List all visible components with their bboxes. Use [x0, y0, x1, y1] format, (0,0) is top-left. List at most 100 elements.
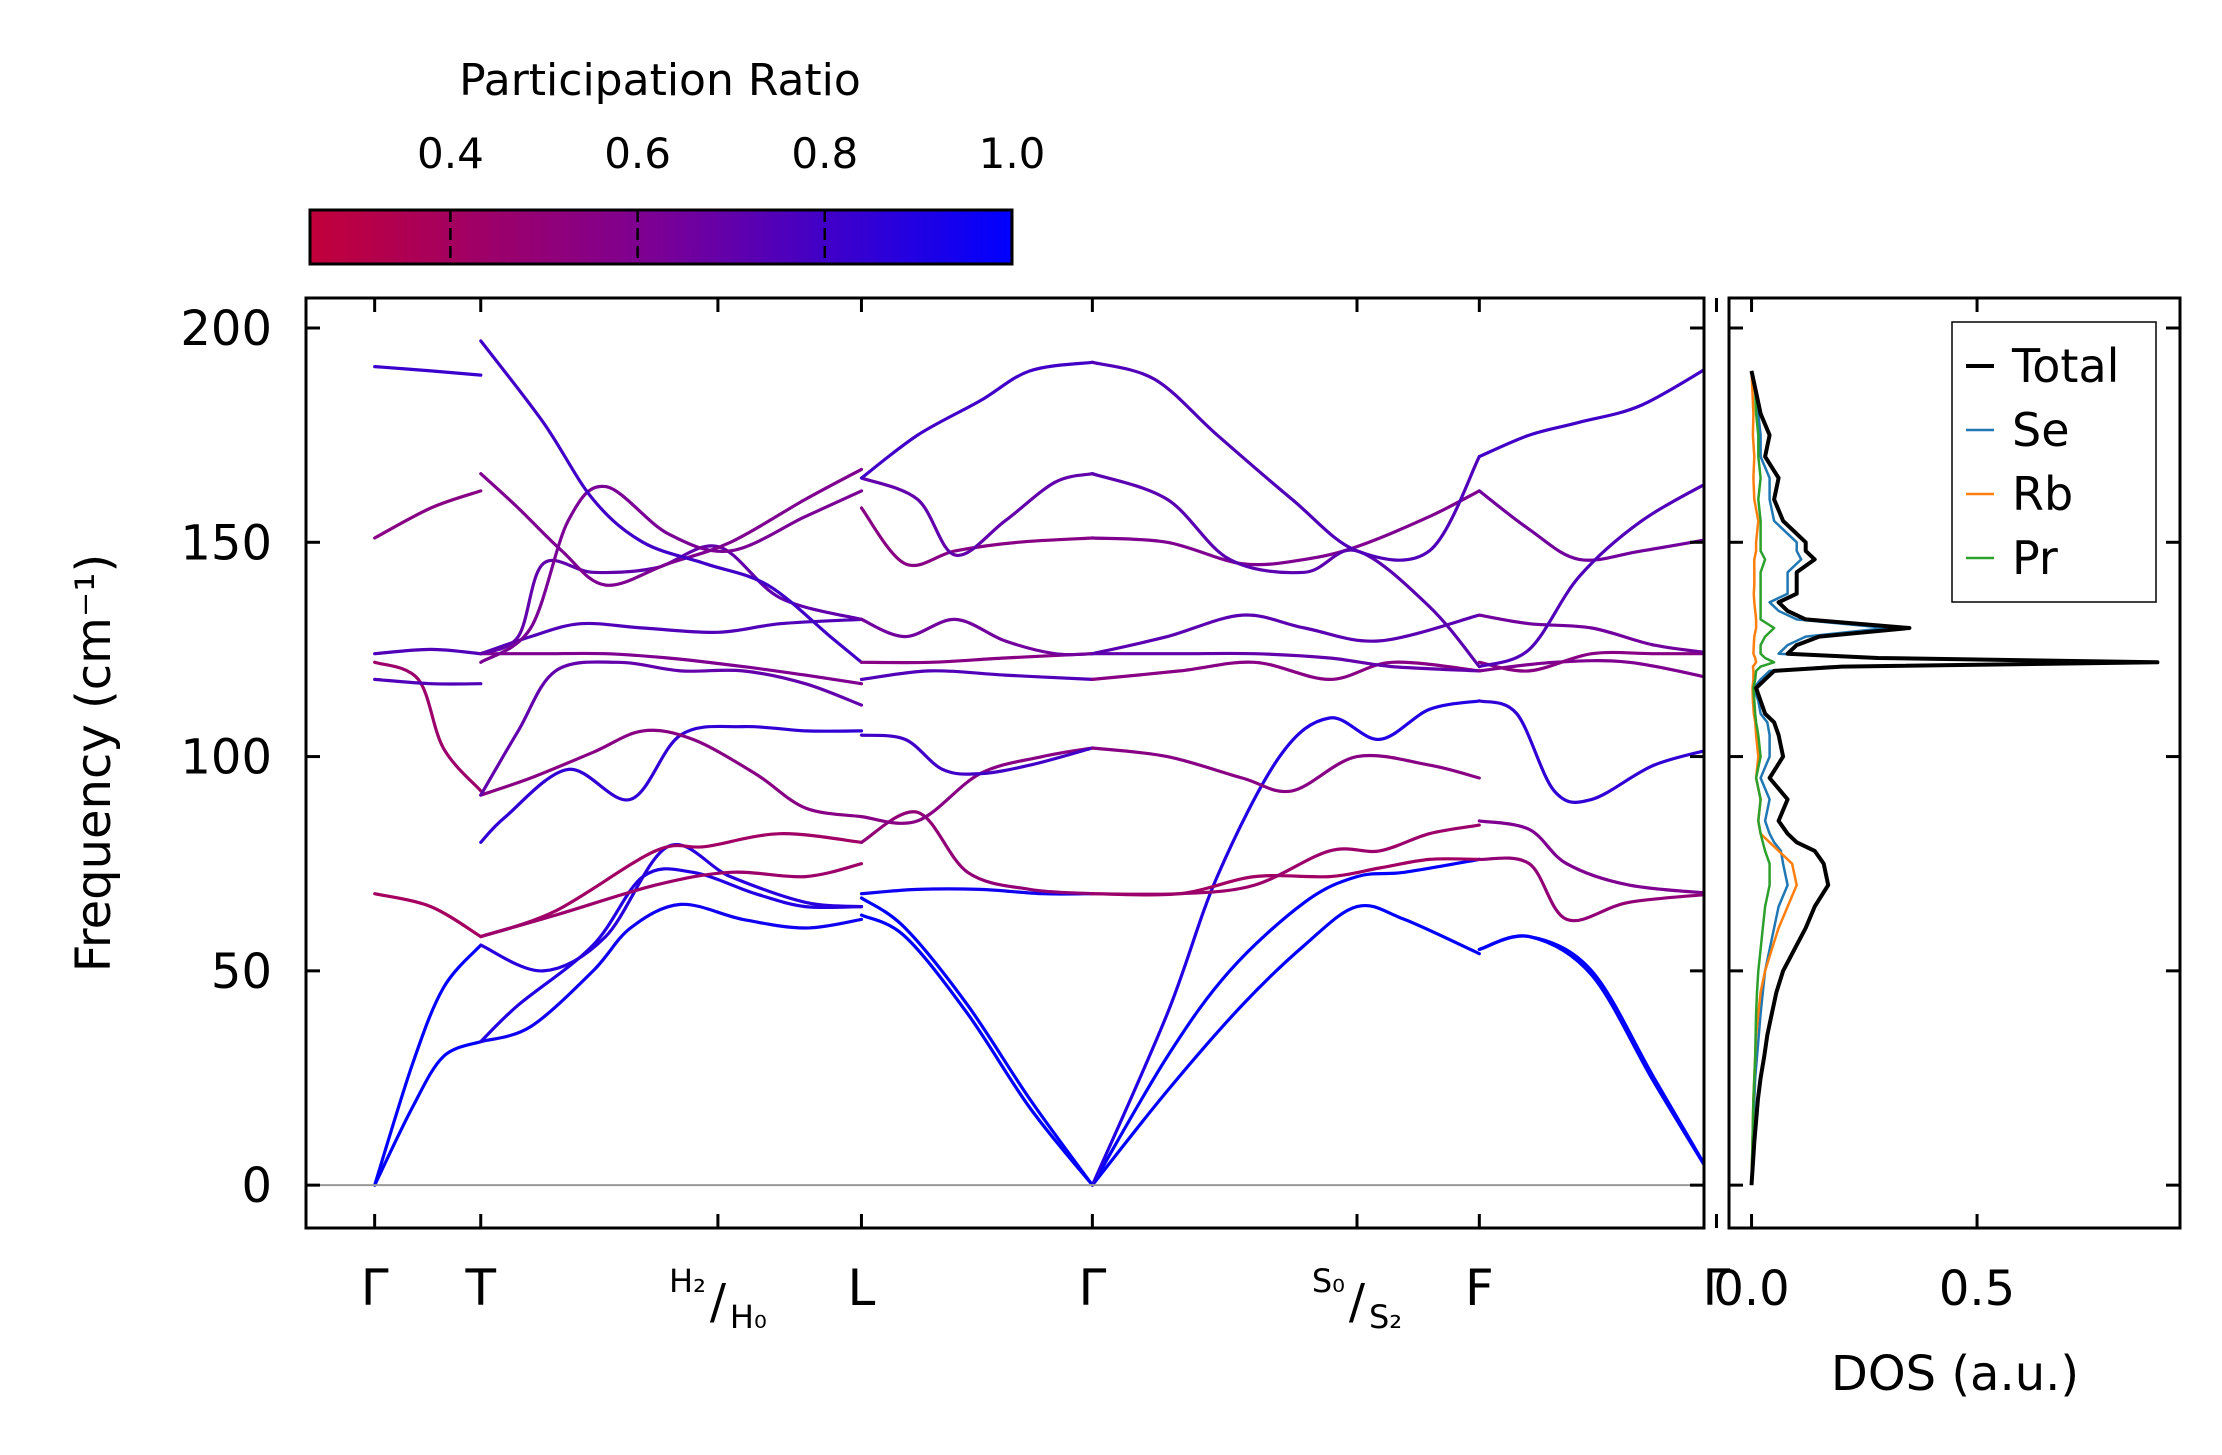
dispersion-panel: Frequency (cm⁻¹) Γ T H₂ / H₀ L Γ S₀ / S₂ F Γ 050100…	[66, 296, 1731, 1336]
band-line	[1090, 660, 1481, 682]
kpoint-split-label: H₂ / H₀	[669, 1262, 767, 1336]
dos-panel: 0.0 0.5 DOS (a.u.) Total Se Rb Pr	[1713, 296, 2182, 1402]
band-line	[859, 669, 1094, 681]
band-line	[479, 724, 864, 844]
band-line	[859, 913, 1094, 1187]
band-line	[1090, 489, 1481, 567]
band-line	[859, 360, 1094, 480]
band-line	[373, 647, 483, 656]
band-line	[479, 867, 864, 1044]
band-line	[1090, 857, 1481, 1187]
colorbar-tick-label: 0.8	[791, 129, 858, 178]
dos-frame	[1727, 296, 2182, 1230]
band-line	[1477, 856, 1704, 923]
kpoint-label-sub: S₂	[1369, 1298, 1402, 1336]
kpoint-label-slash: /	[710, 1274, 727, 1330]
band-line	[373, 943, 483, 1187]
kpoint-label-slash: /	[1349, 1274, 1366, 1330]
dos-x-tick-label: 0.5	[1939, 1261, 2015, 1317]
band-line	[479, 862, 864, 939]
band-line	[1090, 472, 1481, 669]
band-lines	[373, 339, 1704, 1187]
band-line	[1090, 651, 1481, 673]
band-line	[479, 832, 864, 939]
band-line	[373, 365, 483, 377]
band-line	[1477, 650, 1704, 673]
dispersion-frame	[304, 296, 1706, 1230]
band-line	[479, 617, 864, 656]
band-line	[859, 472, 1094, 557]
band-line	[1090, 699, 1481, 1187]
colorbar: Participation Ratio 0.4 0.6 0.8 1.0	[308, 55, 1045, 266]
band-line	[373, 677, 483, 686]
band-line	[479, 651, 864, 686]
kpoint-ticks: Γ T H₂ / H₀ L Γ S₀ / S₂ F Γ	[361, 298, 1731, 1336]
band-line	[479, 660, 864, 797]
band-line	[373, 489, 483, 540]
dos-line-se	[1750, 370, 2137, 1186]
band-line	[479, 467, 864, 587]
band-line	[1477, 819, 1704, 895]
band-line	[479, 544, 864, 656]
band-line	[859, 887, 1094, 896]
kpoint-label: T	[464, 1259, 496, 1317]
kpoint-label: Γ	[1078, 1259, 1106, 1317]
band-line	[1477, 489, 1704, 562]
kpoint-label: Γ	[1703, 1259, 1731, 1317]
band-line	[1477, 934, 1704, 1168]
kpoint-label-sub: H₀	[730, 1298, 767, 1336]
band-line	[1090, 823, 1481, 896]
kpoint-split-label: S₀ / S₂	[1312, 1262, 1402, 1336]
y-tick-label: 200	[180, 301, 272, 357]
y-axis-label: Frequency (cm⁻¹)	[66, 554, 122, 972]
band-line	[859, 617, 1094, 657]
band-line	[1477, 699, 1704, 804]
y-tick-label: 100	[180, 730, 272, 786]
kpoint-label: F	[1465, 1259, 1494, 1317]
band-line	[1477, 659, 1704, 679]
legend-label-se: Se	[2012, 403, 2070, 457]
dos-x-tick-label: 0.0	[1713, 1261, 1789, 1317]
band-line	[1090, 746, 1481, 794]
band-line	[479, 339, 864, 664]
band-line	[1477, 613, 1704, 654]
kpoint-label: Γ	[361, 1259, 389, 1317]
kpoint-label-sup: S₀	[1312, 1262, 1345, 1300]
band-line	[859, 506, 1094, 567]
band-line	[1090, 857, 1481, 897]
colorbar-gradient	[308, 208, 1014, 266]
band-line	[859, 733, 1094, 776]
dos-y-ticks	[1729, 326, 2180, 1187]
band-line	[1477, 482, 1704, 669]
y-tick-label: 0	[241, 1158, 272, 1214]
dos-lines	[1749, 370, 2160, 1186]
kpoint-label: L	[848, 1259, 876, 1317]
colorbar-tick-label: 0.6	[604, 129, 671, 178]
legend-label-rb: Rb	[2012, 467, 2073, 521]
band-line	[859, 810, 1094, 896]
band-line	[479, 728, 864, 819]
dos-line-total	[1749, 370, 2160, 1186]
dos-legend: Total Se Rb Pr	[1951, 321, 2157, 603]
colorbar-ticks: 0.4 0.6 0.8 1.0	[417, 129, 1045, 264]
dos-x-ticks: 0.0 0.5	[1713, 298, 2015, 1317]
band-line	[1477, 367, 1704, 459]
y-tick-label: 50	[211, 944, 272, 1000]
colorbar-title: Participation Ratio	[459, 55, 861, 106]
y-ticks: 0 50 100 150 200	[180, 301, 1704, 1214]
band-line	[479, 902, 864, 1044]
dos-x-axis-label: DOS (a.u.)	[1831, 1346, 2079, 1402]
colorbar-tick-label: 1.0	[979, 129, 1046, 178]
legend-label-total: Total	[2011, 339, 2119, 393]
dos-line-pr	[1750, 370, 1776, 1186]
legend-label-pr: Pr	[2012, 531, 2058, 585]
legend-frame	[1951, 321, 2157, 603]
kpoint-label-sup: H₂	[669, 1262, 706, 1300]
band-line	[373, 1040, 483, 1187]
band-line	[479, 484, 864, 664]
y-tick-label: 150	[180, 515, 272, 571]
legend-items: Total Se Rb Pr	[1966, 339, 2119, 585]
colorbar-tick-label: 0.4	[417, 129, 484, 178]
band-line	[373, 892, 483, 939]
